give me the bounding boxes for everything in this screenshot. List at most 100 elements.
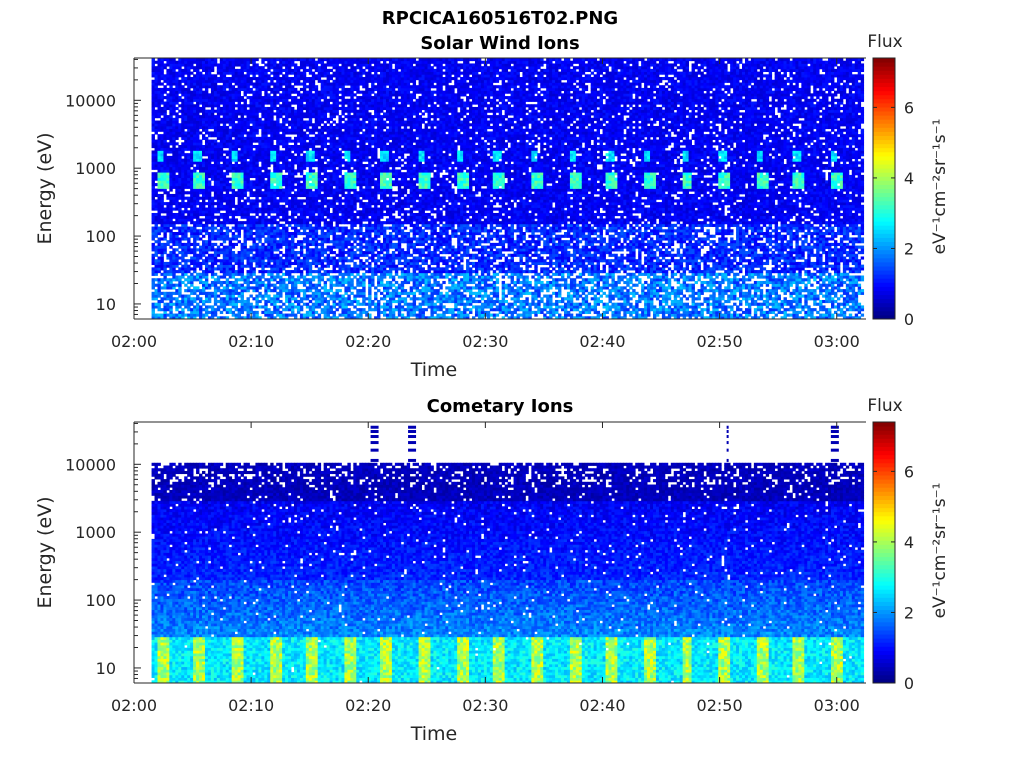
heatmap-cell bbox=[273, 91, 276, 94]
heatmap-cell bbox=[178, 161, 181, 164]
heatmap-cell bbox=[193, 227, 196, 230]
heatmap-cell bbox=[264, 63, 267, 66]
heatmap-cell bbox=[193, 256, 196, 259]
heatmap-cell bbox=[303, 137, 306, 140]
heatmap-cell bbox=[306, 311, 309, 314]
heatmap-cell bbox=[273, 197, 276, 200]
heatmap-cell bbox=[196, 123, 199, 126]
heatmap-cell bbox=[172, 134, 175, 137]
heatmap-cell bbox=[279, 156, 282, 159]
heatmap-cell bbox=[303, 292, 306, 295]
heatmap-cell bbox=[223, 140, 226, 143]
heatmap-cell bbox=[238, 123, 241, 126]
heatmap-cell bbox=[211, 142, 214, 145]
heatmap-cell bbox=[255, 161, 258, 164]
heatmap-cell bbox=[312, 216, 315, 219]
heatmap-cell bbox=[321, 145, 324, 148]
heatmap-cell bbox=[226, 210, 229, 213]
heatmap-cell bbox=[229, 159, 232, 162]
heatmap-cell bbox=[158, 80, 161, 83]
heatmap-cell bbox=[312, 213, 315, 216]
heatmap-cell bbox=[238, 175, 241, 178]
heatmap-cell bbox=[238, 295, 241, 298]
heatmap-cell bbox=[238, 91, 241, 94]
heatmap-cell bbox=[199, 314, 202, 317]
heatmap-cell bbox=[303, 254, 306, 257]
heatmap-cell bbox=[306, 61, 309, 64]
heatmap-cell bbox=[264, 199, 267, 202]
heatmap-cell bbox=[288, 80, 291, 83]
heatmap-cell bbox=[214, 311, 217, 314]
heatmap-cell bbox=[336, 140, 339, 143]
heatmap-cell bbox=[163, 121, 166, 124]
heatmap-cell bbox=[199, 85, 202, 88]
heatmap-cell bbox=[232, 243, 235, 246]
heatmap-cell bbox=[336, 308, 339, 311]
heatmap-cell bbox=[166, 308, 169, 311]
heatmap-cell bbox=[252, 289, 255, 292]
heatmap-cell bbox=[252, 72, 255, 75]
heatmap-cell bbox=[226, 126, 229, 129]
heatmap-cell bbox=[261, 305, 264, 308]
heatmap-cell bbox=[318, 248, 321, 251]
heatmap-cell bbox=[166, 186, 169, 189]
heatmap-cell bbox=[211, 224, 214, 227]
heatmap-cell bbox=[232, 145, 235, 148]
heatmap-cell bbox=[160, 194, 163, 197]
heatmap-cell bbox=[205, 208, 208, 211]
heatmap-cell bbox=[276, 140, 279, 143]
heatmap-cell bbox=[291, 159, 294, 162]
heatmap-cell bbox=[181, 112, 184, 115]
heatmap-cell bbox=[309, 172, 312, 175]
heatmap-cell bbox=[158, 96, 161, 99]
heatmap-cell bbox=[235, 286, 238, 289]
heatmap-cell bbox=[181, 180, 184, 183]
heatmap-cell bbox=[306, 150, 309, 153]
heatmap-cell bbox=[282, 216, 285, 219]
heatmap-cell bbox=[264, 80, 267, 83]
heatmap-cell bbox=[226, 248, 229, 251]
heatmap-cell bbox=[291, 140, 294, 143]
heatmap-cell bbox=[202, 126, 205, 129]
heatmap-cell bbox=[202, 115, 205, 118]
heatmap-cell bbox=[318, 61, 321, 64]
heatmap-cell bbox=[169, 69, 172, 72]
heatmap-cell bbox=[330, 183, 333, 186]
heatmap-cell bbox=[261, 74, 264, 77]
heatmap-cell bbox=[163, 104, 166, 107]
heatmap-cell bbox=[300, 314, 303, 317]
heatmap-cell bbox=[252, 227, 255, 230]
heatmap-cell bbox=[321, 126, 324, 129]
heatmap-cell bbox=[158, 259, 161, 262]
heatmap-cell bbox=[273, 265, 276, 268]
heatmap-cell bbox=[324, 142, 327, 145]
heatmap-cell bbox=[282, 183, 285, 186]
heatmap-cell bbox=[255, 224, 258, 227]
heatmap-cell bbox=[152, 159, 155, 162]
heatmap-cell bbox=[178, 232, 181, 235]
heatmap-cell bbox=[238, 205, 241, 208]
heatmap-cell bbox=[178, 227, 181, 230]
heatmap-cell bbox=[205, 74, 208, 77]
heatmap-cell bbox=[196, 134, 199, 137]
heatmap-cell bbox=[181, 123, 184, 126]
heatmap-cell bbox=[217, 191, 220, 194]
heatmap-cell bbox=[294, 142, 297, 145]
heatmap-cell bbox=[232, 202, 235, 205]
heatmap-cell bbox=[241, 186, 244, 189]
heatmap-cell bbox=[205, 202, 208, 205]
heatmap-cell bbox=[279, 314, 282, 317]
heatmap-cell bbox=[258, 102, 261, 105]
heatmap-cell bbox=[303, 99, 306, 102]
heatmap-cell bbox=[267, 199, 270, 202]
heatmap-cell bbox=[279, 172, 282, 175]
heatmap-cell bbox=[333, 243, 336, 246]
heatmap-cell bbox=[249, 232, 252, 235]
heatmap-cell bbox=[330, 156, 333, 159]
heatmap-cell bbox=[190, 63, 193, 66]
heatmap-cell bbox=[181, 91, 184, 94]
heatmap-cell bbox=[306, 159, 309, 162]
heatmap-cell bbox=[306, 240, 309, 243]
heatmap-cell bbox=[333, 180, 336, 183]
heatmap-cell bbox=[190, 112, 193, 115]
